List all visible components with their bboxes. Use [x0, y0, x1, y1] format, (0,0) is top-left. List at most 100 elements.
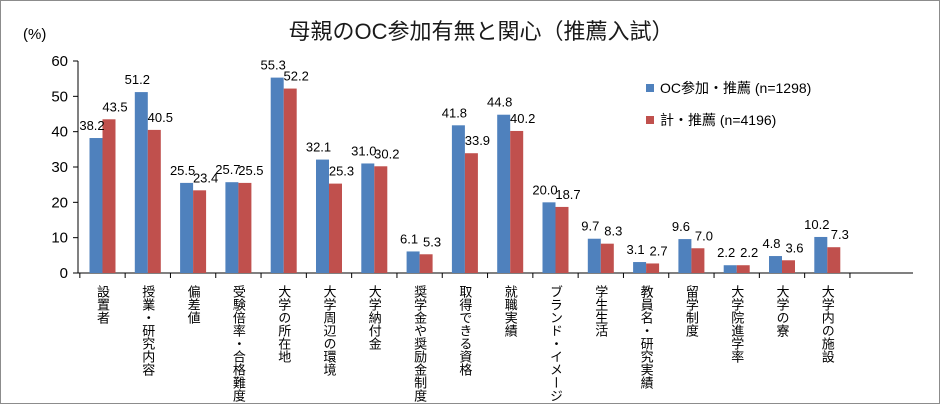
bar-total-suisen [147, 129, 161, 273]
data-label: 25.7 [215, 162, 240, 177]
data-label: 3.6 [785, 240, 803, 255]
category-label: 授業・研究内容 [140, 285, 155, 377]
category-label: 学生生活 [593, 284, 608, 337]
data-label: 5.3 [423, 234, 441, 249]
data-label: 40.2 [510, 111, 535, 126]
bar-oc-suisen [406, 251, 420, 273]
bar-total-suisen [646, 263, 660, 273]
bar-total-suisen [736, 265, 750, 273]
bar-oc-suisen [542, 202, 556, 273]
category-label: 奨学金や奨励金制度 [412, 285, 427, 402]
bar-oc-suisen [723, 265, 737, 273]
bar-oc-suisen [270, 77, 284, 274]
bar-oc-suisen [497, 114, 511, 273]
data-label: 32.1 [306, 140, 331, 155]
bar-total-suisen [193, 190, 207, 273]
axes: 0 10 20 30 40 50 60 [51, 53, 913, 282]
y-tick-label: 50 [51, 88, 68, 105]
bar-oc-suisen [361, 163, 375, 273]
data-label: 31.0 [351, 143, 376, 158]
category-label: 取得できる資格 [457, 285, 472, 376]
bar-total-suisen [374, 166, 388, 273]
data-label: 41.8 [442, 105, 467, 120]
y-tick-label: 40 [51, 124, 68, 141]
data-label: 25.5 [170, 163, 195, 178]
data-label: 10.2 [804, 217, 829, 232]
bar-total-suisen [600, 243, 614, 273]
data-label: 6.1 [400, 231, 418, 246]
data-label: 38.2 [79, 118, 104, 133]
category-label: 受験倍率・合格難度 [231, 285, 246, 402]
bars-group [89, 77, 841, 274]
y-axis-unit: (%) [23, 26, 46, 43]
data-label: 55.3 [261, 58, 286, 73]
category-label: 大学の所在地 [276, 285, 291, 363]
data-label: 9.7 [581, 219, 599, 234]
category-label: 大学周辺の環境 [322, 285, 337, 376]
data-label: 7.0 [695, 228, 713, 243]
bar-total-suisen [691, 248, 705, 273]
data-label: 20.0 [532, 182, 557, 197]
category-label: 留学制度 [684, 285, 699, 337]
chart-title: 母親のOC参加有無と関心（推薦入試） [288, 19, 673, 44]
bar-oc-suisen [769, 256, 782, 273]
data-label: 44.8 [487, 95, 512, 110]
bar-total-suisen [102, 119, 116, 273]
data-label: 40.5 [148, 110, 173, 125]
bar-total-suisen [283, 88, 297, 273]
data-label: 51.2 [125, 72, 150, 87]
category-label: 大学納付金 [367, 285, 382, 350]
category-label: 大学内の施設 [820, 285, 835, 363]
data-label: 2.2 [717, 245, 735, 260]
data-label: 25.3 [329, 164, 354, 179]
category-label: 大学の寮 [775, 285, 790, 337]
data-label: 2.2 [740, 245, 758, 260]
bar-oc-suisen [225, 182, 239, 273]
category-labels-group: 設置者 授業・研究内容 偏差値 受験倍率・合格難度 大学の所在地 大学周辺の環境 大学納付金… [95, 284, 835, 402]
bar-total-suisen [464, 153, 478, 273]
y-tick-label: 60 [51, 53, 68, 70]
category-label: 設置者 [95, 284, 110, 325]
data-label: 30.2 [374, 146, 399, 161]
category-label: 偏差値 [186, 285, 201, 324]
data-label: 2.7 [650, 243, 668, 258]
data-label: 4.8 [762, 236, 780, 251]
data-label: 3.1 [627, 242, 645, 257]
bar-total-suisen [827, 247, 841, 273]
y-tick-label: 20 [51, 194, 68, 211]
data-label: 43.5 [102, 99, 127, 114]
legend-label: OC参加・推薦 (n=1298) [660, 80, 811, 96]
bar-total-suisen [329, 183, 342, 273]
legend: OC参加・推薦 (n=1298) 計・推薦 (n=4196) [646, 80, 811, 128]
legend-swatch [646, 84, 654, 92]
y-tick-label: 10 [51, 230, 68, 247]
data-labels-group: 38.243.551.240.525.523.425.725.555.352.2… [79, 58, 848, 261]
bar-oc-suisen [587, 238, 601, 273]
legend-label: 計・推薦 (n=4196) [660, 112, 776, 128]
bar-total-suisen [782, 260, 795, 273]
y-tick-label: 30 [51, 159, 68, 176]
bar-oc-suisen [451, 125, 465, 273]
data-label: 52.2 [284, 69, 309, 84]
bar-total-suisen [238, 182, 252, 273]
bar-total-suisen [555, 206, 569, 273]
data-label: 8.3 [604, 224, 622, 239]
legend-swatch [646, 116, 654, 124]
category-label: 教員名・研究実績 [639, 284, 654, 389]
data-label: 33.9 [465, 133, 490, 148]
bar-oc-suisen [134, 92, 148, 274]
category-label: ブランド・イメージ [548, 284, 563, 402]
bar-oc-suisen [678, 239, 692, 273]
data-label: 23.4 [193, 170, 218, 185]
bar-oc-suisen [633, 262, 647, 273]
bar-total-suisen [419, 254, 433, 273]
category-label: 大学院進学率 [729, 285, 744, 363]
bar-oc-suisen [89, 138, 103, 273]
data-label: 9.6 [672, 219, 690, 234]
data-label: 18.7 [555, 187, 580, 202]
bar-total-suisen [510, 130, 524, 273]
data-label: 7.3 [831, 227, 849, 242]
bar-oc-suisen [814, 236, 828, 273]
